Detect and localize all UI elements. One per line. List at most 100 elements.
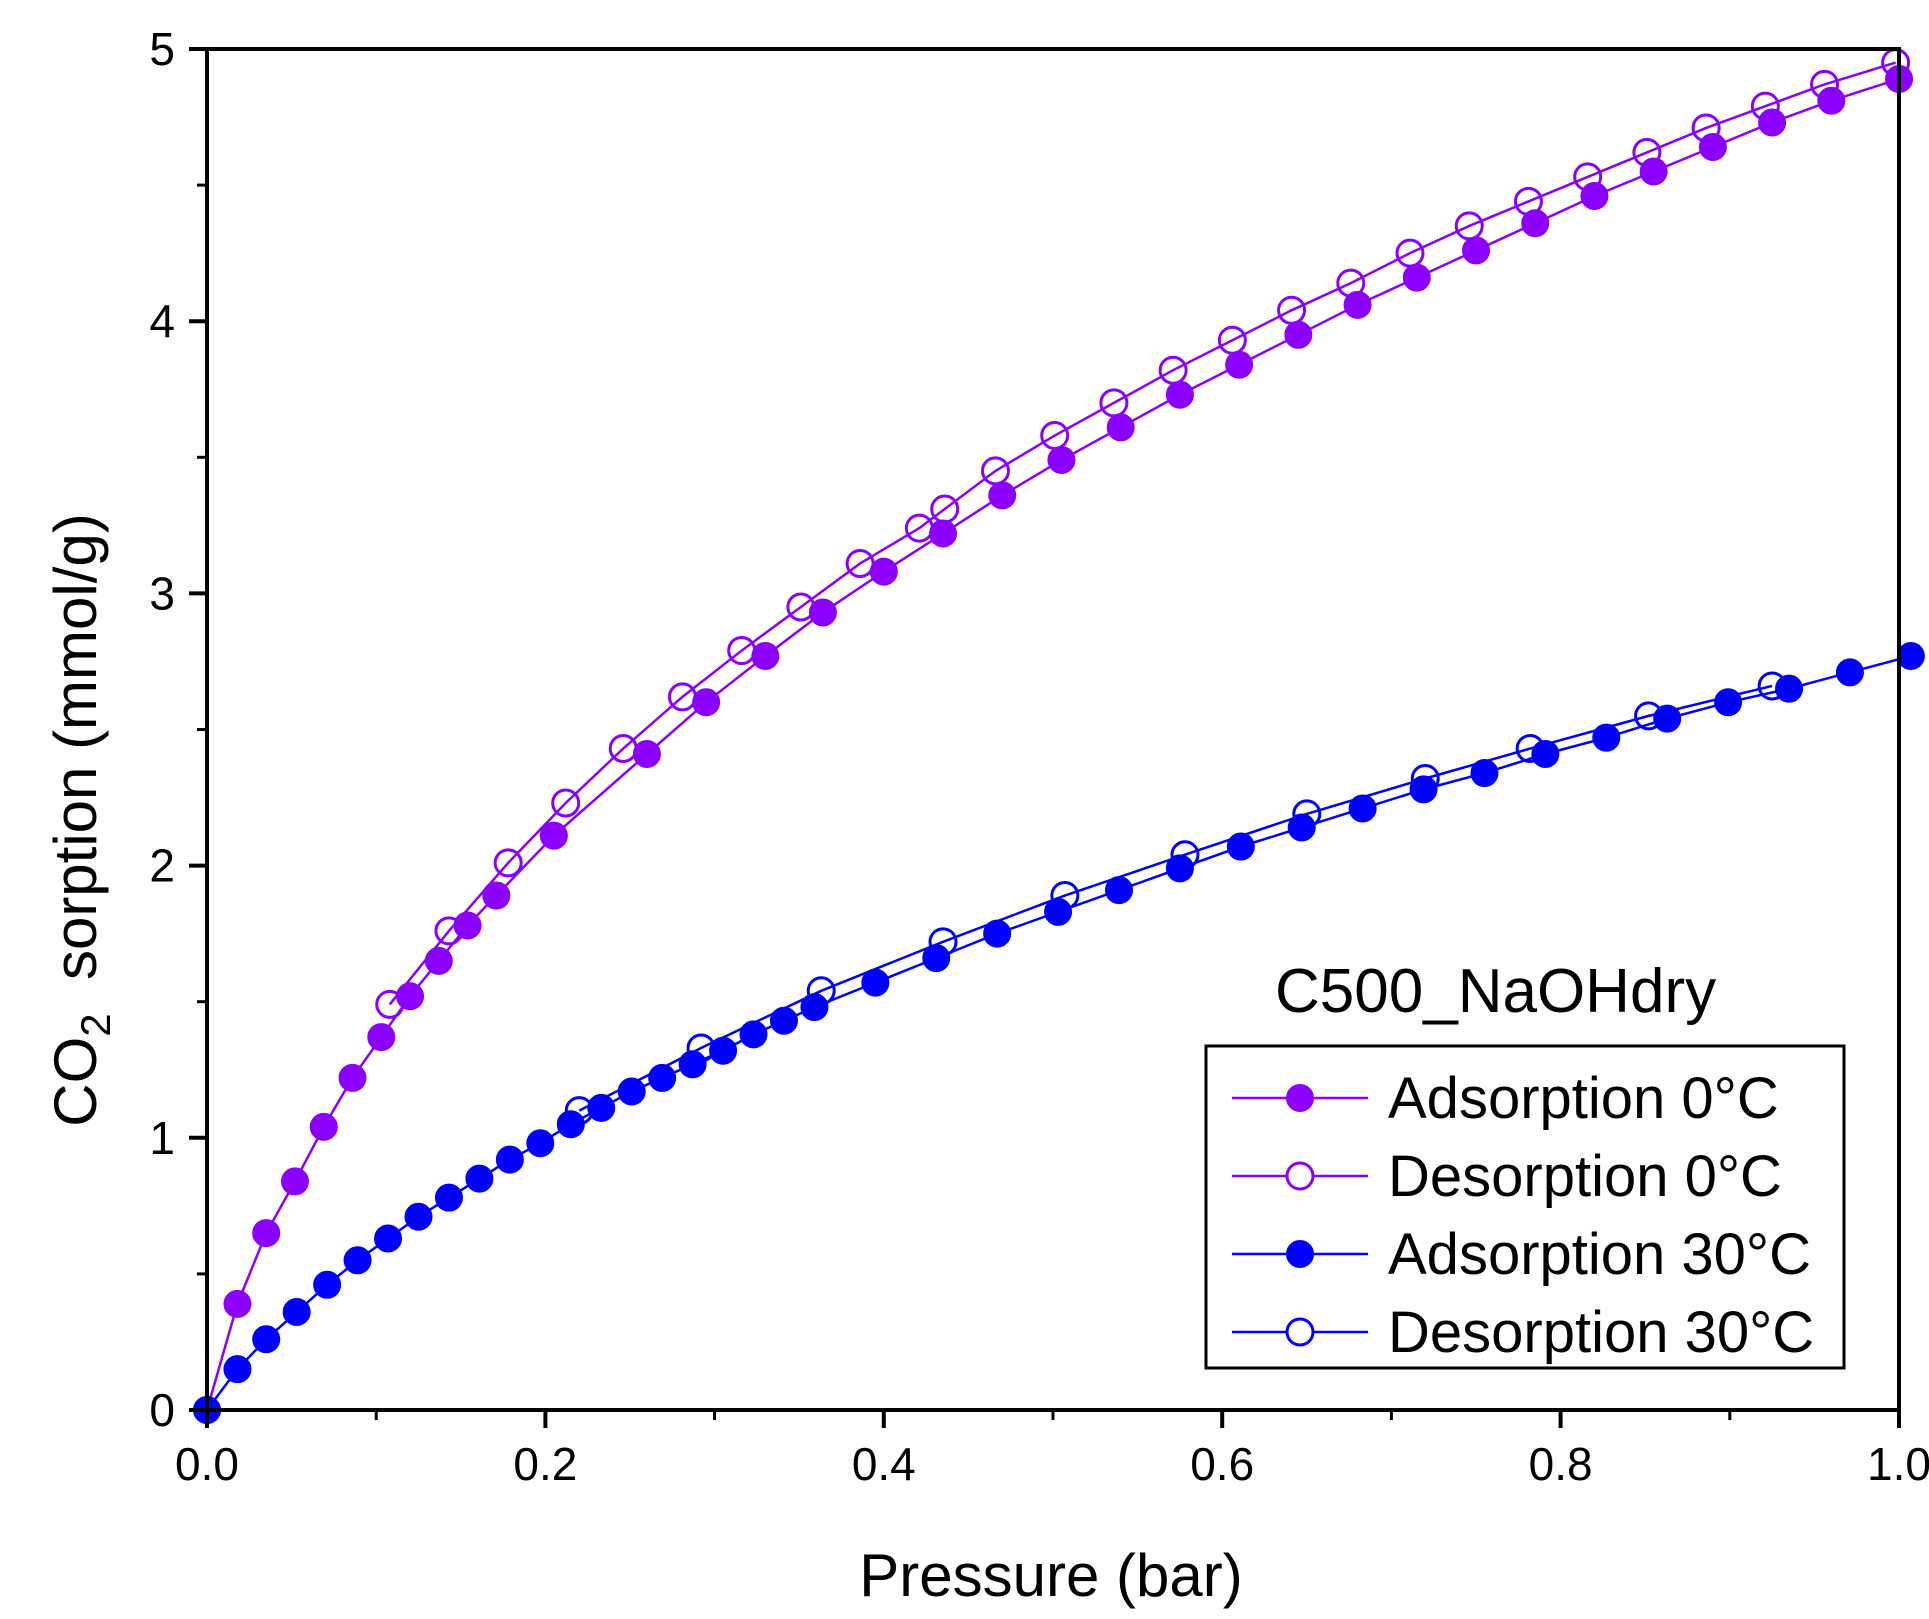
data-point — [1040, 421, 1070, 451]
data-point — [1225, 350, 1254, 379]
data-point — [845, 548, 875, 578]
y-tick-label: 4 — [149, 295, 175, 347]
series-line — [205, 77, 1900, 1411]
data-point — [1835, 658, 1864, 687]
y-axis-title-suffix: sorption (mmol/g) — [42, 513, 109, 1013]
data-point — [1592, 723, 1621, 752]
data-point — [309, 1112, 338, 1141]
legend-label: Desorption 30°C — [1388, 1300, 1814, 1365]
data-point — [727, 636, 757, 666]
x-tick-label: 1.0 — [1867, 1438, 1929, 1490]
data-point — [434, 916, 464, 946]
data-point — [1470, 759, 1499, 788]
data-point — [632, 739, 661, 768]
data-point — [1634, 701, 1664, 731]
data-point — [1050, 881, 1080, 911]
data-point — [988, 481, 1017, 510]
data-point — [465, 1164, 494, 1193]
series-desorption-30-c — [564, 671, 1787, 1126]
data-point — [223, 1289, 252, 1318]
data-point — [539, 821, 568, 850]
data-point — [1515, 734, 1545, 764]
data-point — [929, 519, 958, 548]
data-point — [495, 1145, 524, 1174]
data-point — [1226, 832, 1255, 861]
x-tick-label: 0.8 — [1529, 1438, 1593, 1490]
data-point — [1409, 775, 1438, 804]
data-point — [493, 848, 523, 878]
data-point — [1348, 794, 1377, 823]
data-point — [1817, 86, 1846, 115]
data-point — [1284, 320, 1313, 349]
data-point — [1217, 325, 1247, 355]
legend-marker-swatch — [1285, 1317, 1315, 1347]
data-point — [928, 927, 958, 957]
data-point — [1758, 108, 1787, 137]
data-point — [930, 494, 960, 524]
data-point — [1896, 642, 1925, 671]
y-tick-label: 0 — [149, 1384, 175, 1436]
data-point — [1277, 295, 1307, 325]
series-layer — [193, 48, 1925, 1424]
legend-entry: Adsorption 30°C — [1232, 1222, 1811, 1287]
data-point — [1573, 162, 1603, 192]
axis-ticks: 0.0 0.2 0.4 0.6 0.8 1.0 0 1 2 3 4 5 — [149, 23, 1929, 1490]
data-point — [786, 592, 816, 622]
data-point — [1292, 799, 1322, 829]
data-point — [1513, 186, 1543, 216]
data-point — [1106, 413, 1135, 442]
y-axis-title-subscript: 2 — [72, 1013, 119, 1036]
data-point — [424, 946, 453, 975]
legend-entries: Adsorption 0°C Desorption 0°C Adsorption 3… — [1232, 1066, 1814, 1365]
y-tick-label: 3 — [149, 567, 175, 619]
series-desorption-0-c — [375, 48, 1911, 1019]
x-tick-label: 0.6 — [1190, 1438, 1254, 1490]
data-point — [551, 788, 581, 818]
legend-marker-swatch — [1285, 1161, 1315, 1191]
data-point — [1691, 113, 1721, 143]
x-tick-label: 0.4 — [852, 1438, 916, 1490]
series-adsorption-0-c — [193, 64, 1913, 1424]
data-point — [904, 513, 934, 543]
data-point — [252, 1219, 281, 1248]
data-point — [1531, 739, 1560, 768]
data-point — [1047, 446, 1076, 475]
data-point — [1158, 355, 1188, 385]
legend-marker-swatch — [1286, 1084, 1314, 1112]
data-point — [1410, 763, 1440, 793]
data-point — [313, 1270, 342, 1299]
data-point — [1521, 209, 1550, 238]
y-tick-label: 2 — [149, 840, 175, 892]
legend-entry: Desorption 30°C — [1232, 1300, 1814, 1365]
data-point — [692, 688, 721, 717]
y-tick-label: 1 — [149, 1112, 175, 1164]
data-point — [1402, 263, 1431, 292]
data-point — [739, 1020, 768, 1049]
data-point — [806, 976, 836, 1006]
data-point — [751, 642, 780, 671]
x-tick-label: 0.0 — [175, 1438, 239, 1490]
data-point — [526, 1129, 555, 1158]
data-point — [280, 1167, 309, 1196]
data-point — [282, 1298, 311, 1327]
data-point — [980, 456, 1010, 486]
data-point — [223, 1355, 252, 1384]
legend-entry: Adsorption 0°C — [1232, 1066, 1779, 1131]
data-point — [1343, 290, 1372, 319]
data-point — [343, 1246, 372, 1275]
legend-label: Adsorption 30°C — [1388, 1222, 1811, 1287]
series-line — [388, 61, 1896, 1006]
data-point — [1165, 380, 1194, 409]
data-point — [1750, 91, 1780, 121]
y-axis-title: CO2 sorption (mmol/g) — [42, 513, 119, 1127]
chart-annotation: C500_NaOHdry — [1275, 957, 1716, 1026]
x-axis-title: Pressure (bar) — [859, 1542, 1242, 1609]
data-point — [482, 881, 511, 910]
legend-label: Desorption 0°C — [1388, 1144, 1782, 1209]
data-point — [1454, 211, 1484, 241]
data-point — [367, 1023, 396, 1052]
data-point — [869, 557, 898, 586]
data-point — [1099, 388, 1129, 418]
data-point — [1336, 268, 1366, 298]
